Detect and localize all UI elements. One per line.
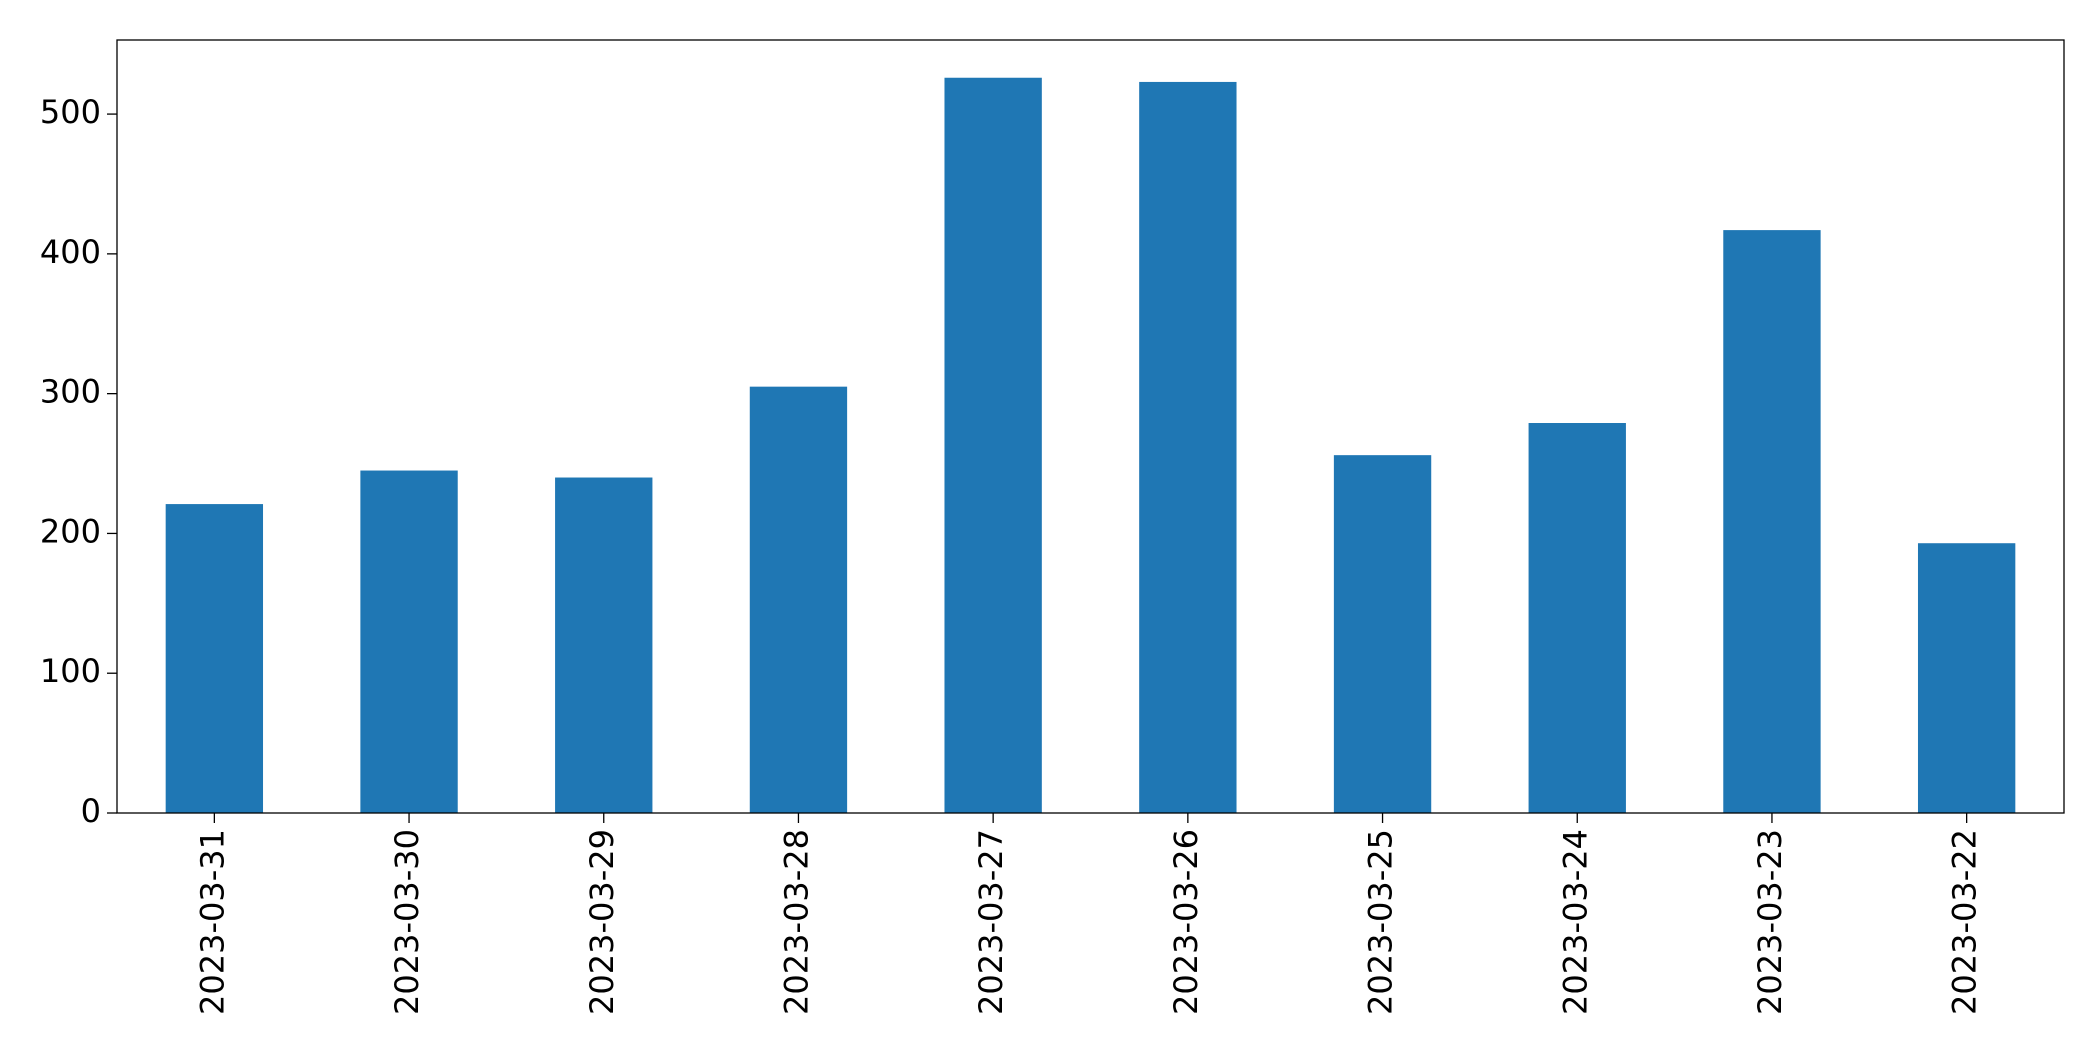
x-tick-label: 2023-03-22 <box>1946 829 1984 1015</box>
x-tick-label: 2023-03-25 <box>1362 829 1400 1015</box>
x-tick-label: 2023-03-30 <box>388 829 426 1015</box>
x-tick-label: 2023-03-31 <box>193 829 231 1015</box>
y-tick-label: 100 <box>40 652 101 690</box>
bar <box>1528 423 1626 813</box>
x-tick-label: 2023-03-27 <box>972 829 1010 1015</box>
x-tick-label: 2023-03-23 <box>1751 829 1789 1015</box>
y-tick-label: 300 <box>40 373 101 411</box>
bar <box>1917 543 2016 813</box>
y-tick-label: 200 <box>40 512 101 550</box>
bar <box>1139 81 1237 814</box>
x-tick-label: 2023-03-26 <box>1167 829 1205 1015</box>
bar <box>944 77 1042 814</box>
plot-frame <box>116 39 2065 814</box>
x-tick-label: 2023-03-24 <box>1556 829 1594 1015</box>
y-tick-label: 400 <box>40 233 101 271</box>
bar <box>360 470 458 813</box>
bar <box>1723 230 1821 814</box>
x-tick-label: 2023-03-28 <box>777 829 815 1015</box>
y-tick-label: 0 <box>81 792 101 830</box>
bar <box>555 477 653 813</box>
bar <box>749 386 848 813</box>
bar <box>1333 455 1432 813</box>
bar <box>165 504 264 813</box>
y-tick-label: 500 <box>40 93 101 131</box>
x-tick-label: 2023-03-29 <box>583 829 621 1015</box>
